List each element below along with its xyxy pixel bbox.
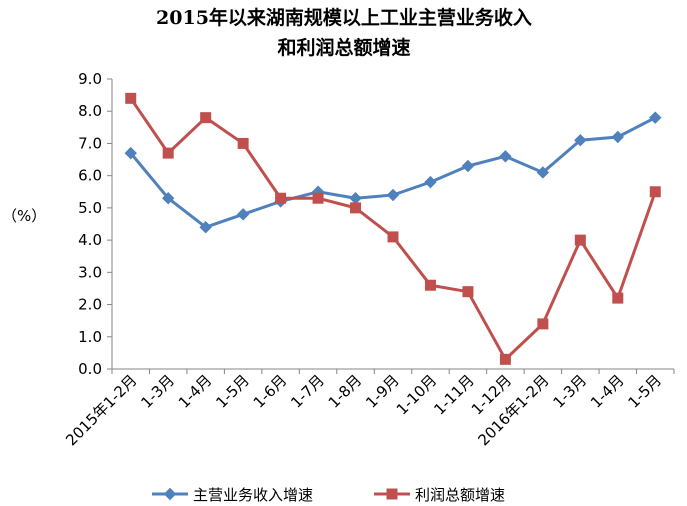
y-tick-label: 6.0 <box>78 167 102 185</box>
x-tick-label: 2015年1-2月 <box>62 371 140 449</box>
series-2-point <box>649 186 661 198</box>
x-tick-label: 1-11月 <box>430 371 477 418</box>
series-1 <box>124 111 662 234</box>
legend-marker <box>163 487 177 501</box>
series-1-point <box>536 166 550 179</box>
series-2-point <box>125 92 137 104</box>
series-2-point <box>537 318 549 330</box>
x-tick-label: 1-3月 <box>137 371 178 412</box>
series-1-point <box>461 159 475 173</box>
series-1-point <box>574 134 587 147</box>
series-1-point <box>199 221 212 234</box>
series-2-point <box>462 286 474 298</box>
y-tick-label: 9.0 <box>78 70 102 88</box>
series-1-point <box>386 188 400 202</box>
series-2-point <box>237 137 249 149</box>
y-tick-label: 7.0 <box>78 134 102 152</box>
series-1-line <box>129 116 656 229</box>
x-tick-label: 1-6月 <box>250 371 291 412</box>
series-2-point <box>387 231 399 243</box>
chart-title-line-1: 2015年以来湖南规模以上工业主营业务收入 <box>156 6 532 29</box>
series-2-point <box>574 234 586 246</box>
series-1-point <box>424 175 437 189</box>
series-2 <box>125 92 661 365</box>
series-2-point <box>275 192 287 204</box>
series-2-point <box>200 112 212 124</box>
y-tick-label: 8.0 <box>78 102 102 120</box>
x-tick-label: 1-8月 <box>325 371 366 412</box>
series-2-point <box>499 353 511 365</box>
chart-title-line-2: 和利润总额增速 <box>277 36 410 59</box>
legend-label: 主营业务收入增速 <box>193 486 313 504</box>
x-tick-label: 1-7月 <box>287 371 328 412</box>
series-2-point <box>424 279 436 291</box>
legend-marker <box>386 488 398 500</box>
x-tick-label: 1-4月 <box>175 371 216 412</box>
series-1-point <box>649 111 662 124</box>
series-2-point <box>162 147 174 159</box>
y-tick-label: 5.0 <box>78 199 102 217</box>
legend-item-1: 主营业务收入增速 <box>152 486 313 504</box>
y-tick-label: 1.0 <box>78 328 102 346</box>
series-1-point <box>499 150 512 163</box>
series-1-point <box>236 208 250 221</box>
series-1-point <box>349 192 362 205</box>
series-layer <box>124 92 662 365</box>
series-2-point <box>612 292 624 304</box>
series-1-point <box>161 192 175 205</box>
y-tick-label: 0.0 <box>78 360 102 378</box>
y-tick-label: 2.0 <box>78 296 102 314</box>
legend: 主营业务收入增速 利润总额增速 <box>152 486 505 504</box>
x-tick-label: 1-5月 <box>624 371 665 412</box>
y-tick-label: 3.0 <box>78 263 102 281</box>
y-ticks: 0.0 1.0 2.0 3.0 4.0 5.0 6.0 7.0 8.0 9.0 <box>78 70 112 378</box>
x-tick-label: 1-4月 <box>587 371 628 412</box>
x-tick-label: 1-10月 <box>393 371 440 418</box>
x-tick-label: 1-3月 <box>550 371 591 412</box>
x-ticks: 2015年1-2月1-3月1-4月1-5月1-6月1-7月1-8月1-9月1-1… <box>62 369 675 449</box>
series-2-point <box>312 192 324 204</box>
legend-label: 利润总额增速 <box>415 486 505 504</box>
series-2-point <box>350 202 362 214</box>
x-tick-label: 1-5月 <box>212 371 253 412</box>
legend-item-2: 利润总额增速 <box>374 486 505 504</box>
series-1-point <box>124 146 137 160</box>
series-1-point <box>611 130 625 144</box>
y-tick-label: 4.0 <box>78 231 102 249</box>
y-axis-label: （%） <box>2 207 46 225</box>
